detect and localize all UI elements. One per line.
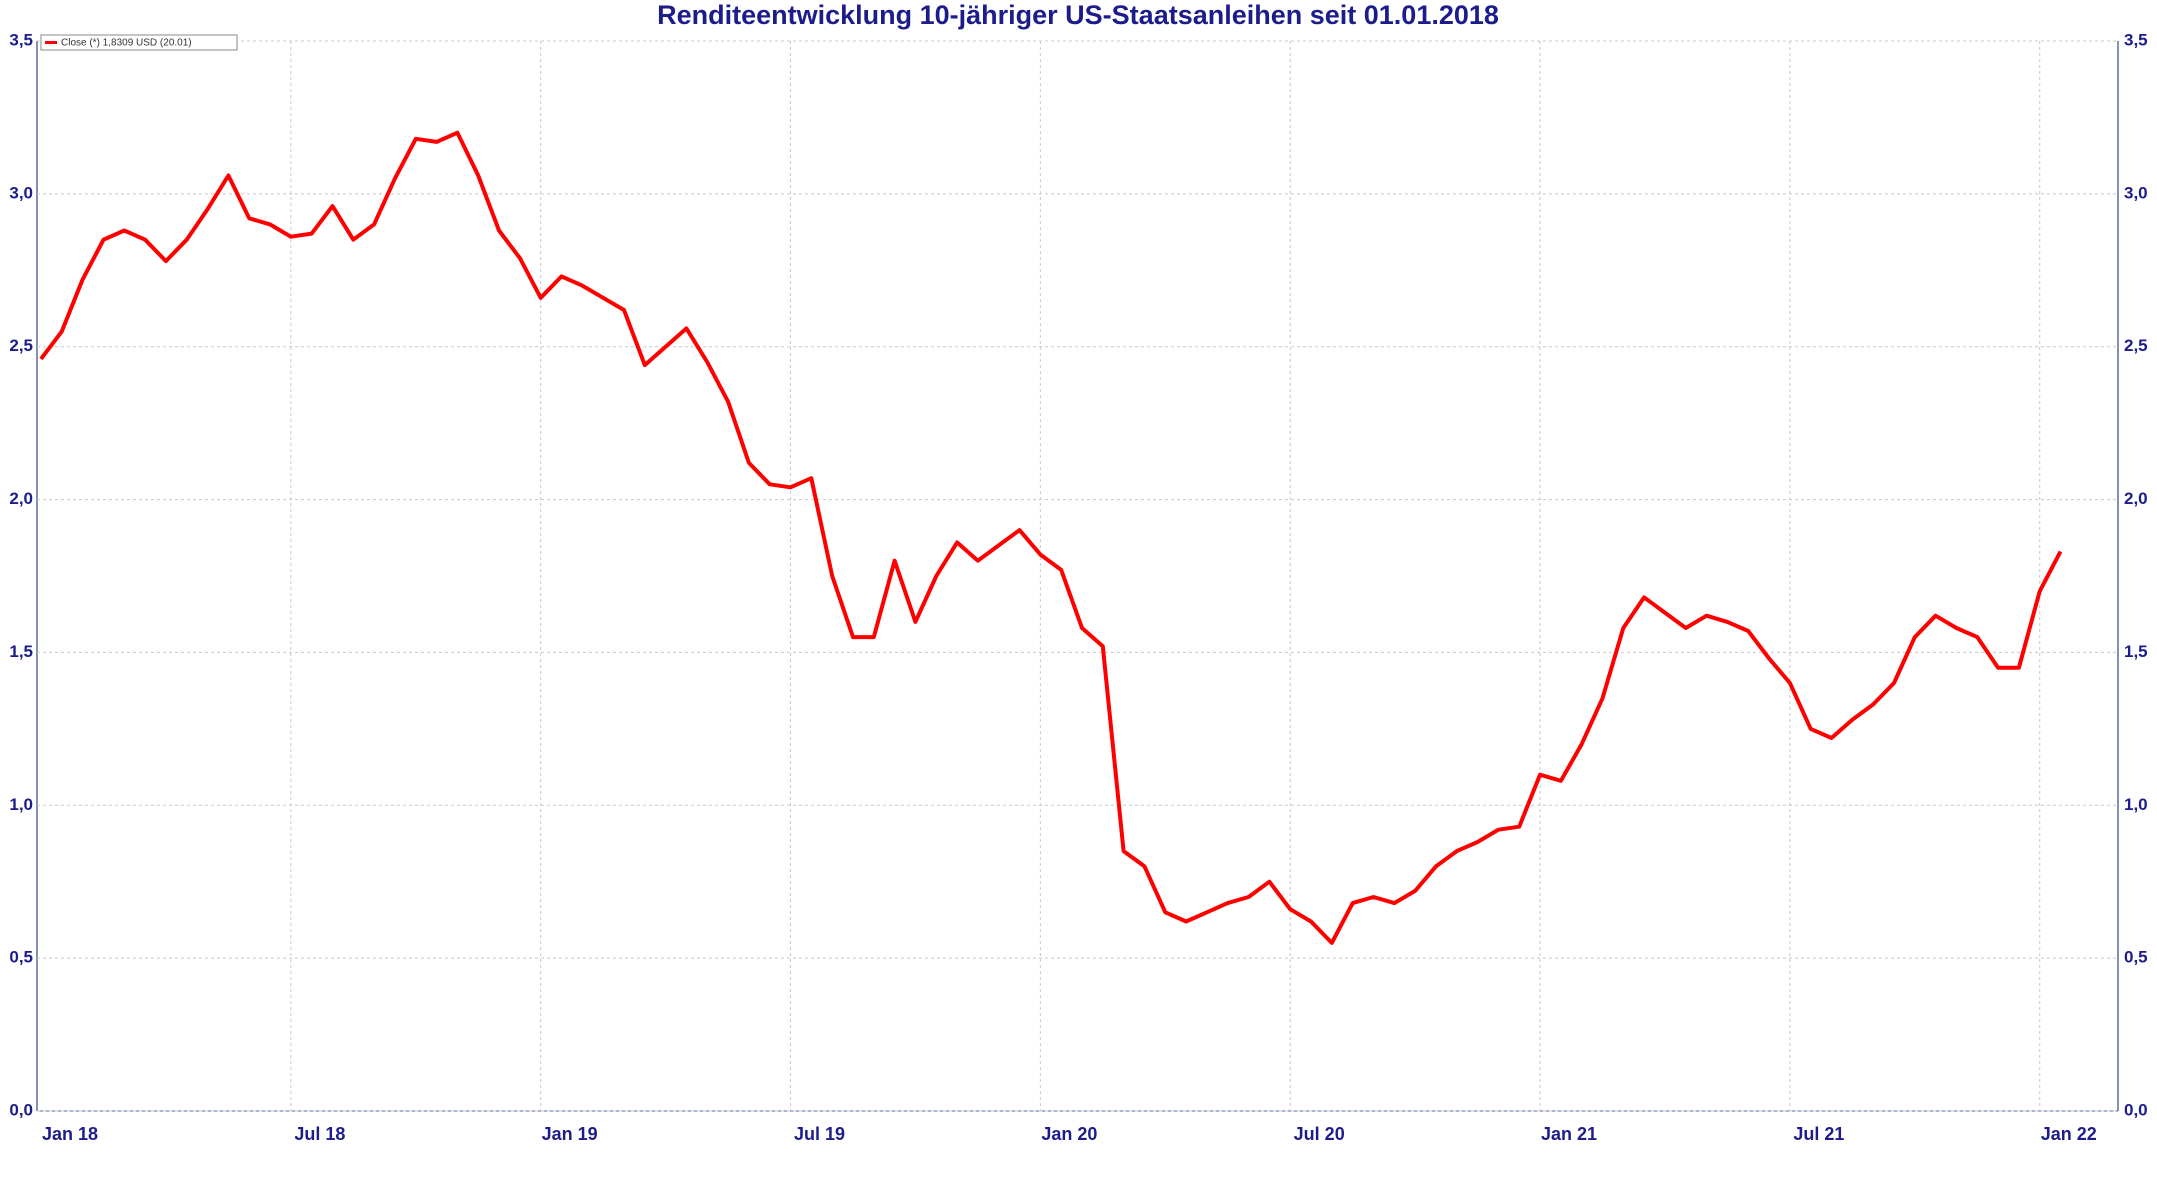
x-tick-label: Jul 21	[1793, 1124, 1844, 1144]
y-tick-label: 0,0	[9, 1100, 33, 1119]
x-tick-label: Jul 18	[294, 1124, 345, 1144]
legend-box	[40, 34, 238, 51]
y2-tick-label: 0,0	[2124, 1100, 2148, 1119]
y2-tick-label: 1,5	[2124, 642, 2148, 661]
x-tick-label: Jul 19	[794, 1124, 845, 1144]
chart-title: Renditeentwicklung 10-jähriger US-Staats…	[657, 0, 1499, 30]
y2-tick-label: 1,0	[2124, 795, 2148, 814]
y-tick-label: 2,5	[9, 336, 33, 355]
x-tick-label: Jan 22	[2041, 1124, 2097, 1144]
y2-tick-label: 3,0	[2124, 183, 2148, 202]
y2-tick-label: 3,5	[2124, 30, 2148, 49]
y-tick-label: 3,5	[9, 30, 33, 49]
y-tick-label: 1,5	[9, 642, 33, 661]
y-tick-label: 3,0	[9, 183, 33, 202]
y-tick-label: 0,5	[9, 948, 33, 967]
data-line	[39, 130, 2063, 945]
x-tick-label: Jul 20	[1294, 1124, 1345, 1144]
legend-label: Close (*) 1,8309 USD (20.01)	[61, 38, 192, 49]
y2-tick-label: 0,5	[2124, 948, 2148, 967]
y2-tick-label: 2,5	[2124, 336, 2148, 355]
x-tick-label: Jan 19	[542, 1124, 598, 1144]
x-tick-label: Jan 21	[1541, 1124, 1597, 1144]
x-tick-label: Jan 20	[1041, 1124, 1097, 1144]
y-tick-label: 2,0	[9, 489, 33, 508]
y2-tick-label: 2,0	[2124, 489, 2148, 508]
x-tick-label: Jan 18	[42, 1124, 98, 1144]
y-tick-label: 1,0	[9, 795, 33, 814]
